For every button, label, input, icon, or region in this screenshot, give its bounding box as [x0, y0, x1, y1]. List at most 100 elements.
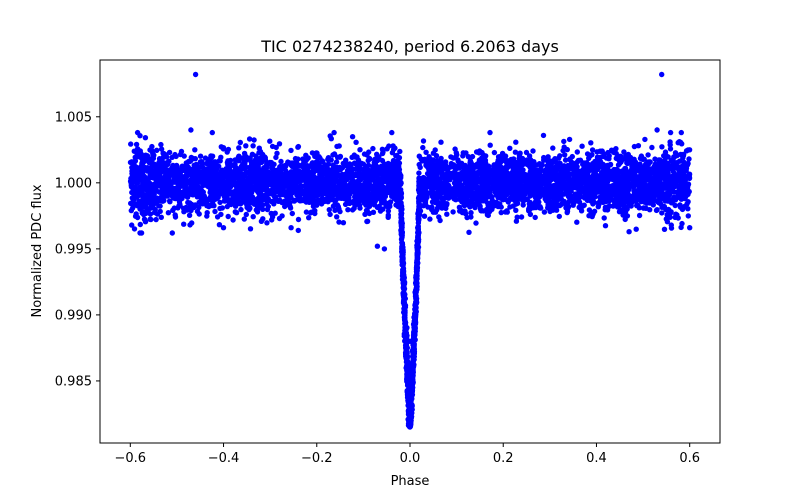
- data-point: [678, 151, 684, 158]
- data-point: [544, 164, 550, 170]
- data-point: [570, 202, 576, 208]
- data-point: [372, 158, 378, 164]
- data-point: [422, 156, 428, 162]
- data-point: [306, 215, 312, 221]
- data-point: [660, 162, 667, 168]
- data-point: [614, 154, 621, 160]
- data-point: [309, 193, 315, 199]
- data-point: [154, 147, 160, 153]
- data-point: [431, 174, 437, 180]
- data-point: [187, 167, 193, 173]
- data-point: [633, 226, 639, 232]
- data-point: [204, 210, 210, 216]
- data-point: [430, 194, 436, 200]
- data-point: [366, 178, 373, 184]
- data-point: [435, 201, 441, 207]
- data-point: [606, 198, 612, 204]
- data-point: [195, 167, 201, 174]
- data-point: [686, 156, 692, 162]
- data-point: [667, 129, 674, 136]
- data-point: [324, 165, 330, 171]
- data-point: [156, 203, 162, 209]
- data-point: [498, 209, 504, 216]
- data-point: [130, 205, 136, 211]
- data-point: [685, 199, 691, 205]
- data-point: [649, 144, 655, 151]
- data-point: [607, 162, 613, 168]
- data-point: [292, 167, 298, 173]
- data-point: [295, 178, 301, 185]
- data-point: [472, 204, 478, 211]
- data-point: [138, 164, 145, 170]
- data-point: [659, 193, 665, 199]
- data-point: [137, 221, 143, 228]
- data-point: [442, 166, 448, 172]
- data-point: [167, 199, 173, 205]
- data-point: [327, 211, 333, 218]
- data-point: [147, 216, 153, 222]
- data-point: [582, 194, 588, 201]
- data-point: [169, 164, 176, 170]
- data-point: [421, 213, 428, 219]
- data-point: [248, 158, 254, 165]
- data-point: [286, 171, 293, 178]
- data-point: [197, 176, 203, 183]
- data-point: [566, 136, 573, 143]
- data-point: [263, 184, 269, 190]
- data-point: [560, 147, 566, 154]
- data-point: [574, 159, 581, 165]
- data-point: [147, 174, 153, 180]
- data-point: [507, 145, 513, 151]
- data-point: [685, 213, 691, 219]
- data-point: [243, 164, 249, 170]
- data-point: [450, 209, 456, 215]
- data-point: [379, 146, 386, 152]
- data-point: [246, 136, 253, 142]
- data-point: [137, 206, 143, 212]
- data-point: [648, 192, 654, 199]
- data-point: [309, 164, 316, 170]
- data-point: [161, 162, 168, 169]
- data-point: [292, 155, 299, 162]
- data-point: [386, 177, 392, 183]
- data-point: [465, 167, 471, 173]
- data-point: [236, 173, 243, 179]
- data-point: [609, 173, 616, 180]
- data-point: [328, 190, 334, 196]
- data-point: [385, 208, 392, 214]
- data-point: [141, 216, 148, 222]
- data-point: [470, 162, 477, 169]
- data-point: [620, 184, 626, 190]
- data-point: [233, 210, 240, 216]
- data-point: [337, 164, 343, 171]
- data-point: [133, 141, 140, 148]
- data-point: [588, 140, 594, 146]
- data-point: [448, 154, 454, 160]
- data-point: [267, 170, 274, 176]
- data-point: [295, 143, 302, 150]
- data-point: [236, 153, 242, 159]
- data-point: [606, 193, 612, 199]
- data-point: [536, 161, 543, 167]
- data-point: [267, 138, 273, 144]
- data-point: [196, 204, 202, 211]
- data-point: [676, 139, 683, 145]
- data-point: [491, 162, 497, 168]
- data-point: [448, 160, 454, 167]
- data-point: [188, 207, 194, 214]
- data-point: [562, 152, 568, 158]
- data-point: [553, 198, 559, 205]
- data-point: [602, 189, 608, 195]
- data-point: [574, 219, 580, 225]
- data-point: [600, 183, 606, 189]
- data-point: [362, 165, 369, 171]
- data-point: [564, 146, 570, 153]
- data-point: [537, 204, 543, 210]
- data-point: [525, 188, 532, 195]
- data-point: [153, 188, 159, 194]
- data-point: [142, 135, 149, 141]
- data-point: [420, 138, 427, 144]
- data-point: [328, 185, 335, 191]
- data-point: [375, 204, 381, 211]
- data-point: [250, 163, 256, 170]
